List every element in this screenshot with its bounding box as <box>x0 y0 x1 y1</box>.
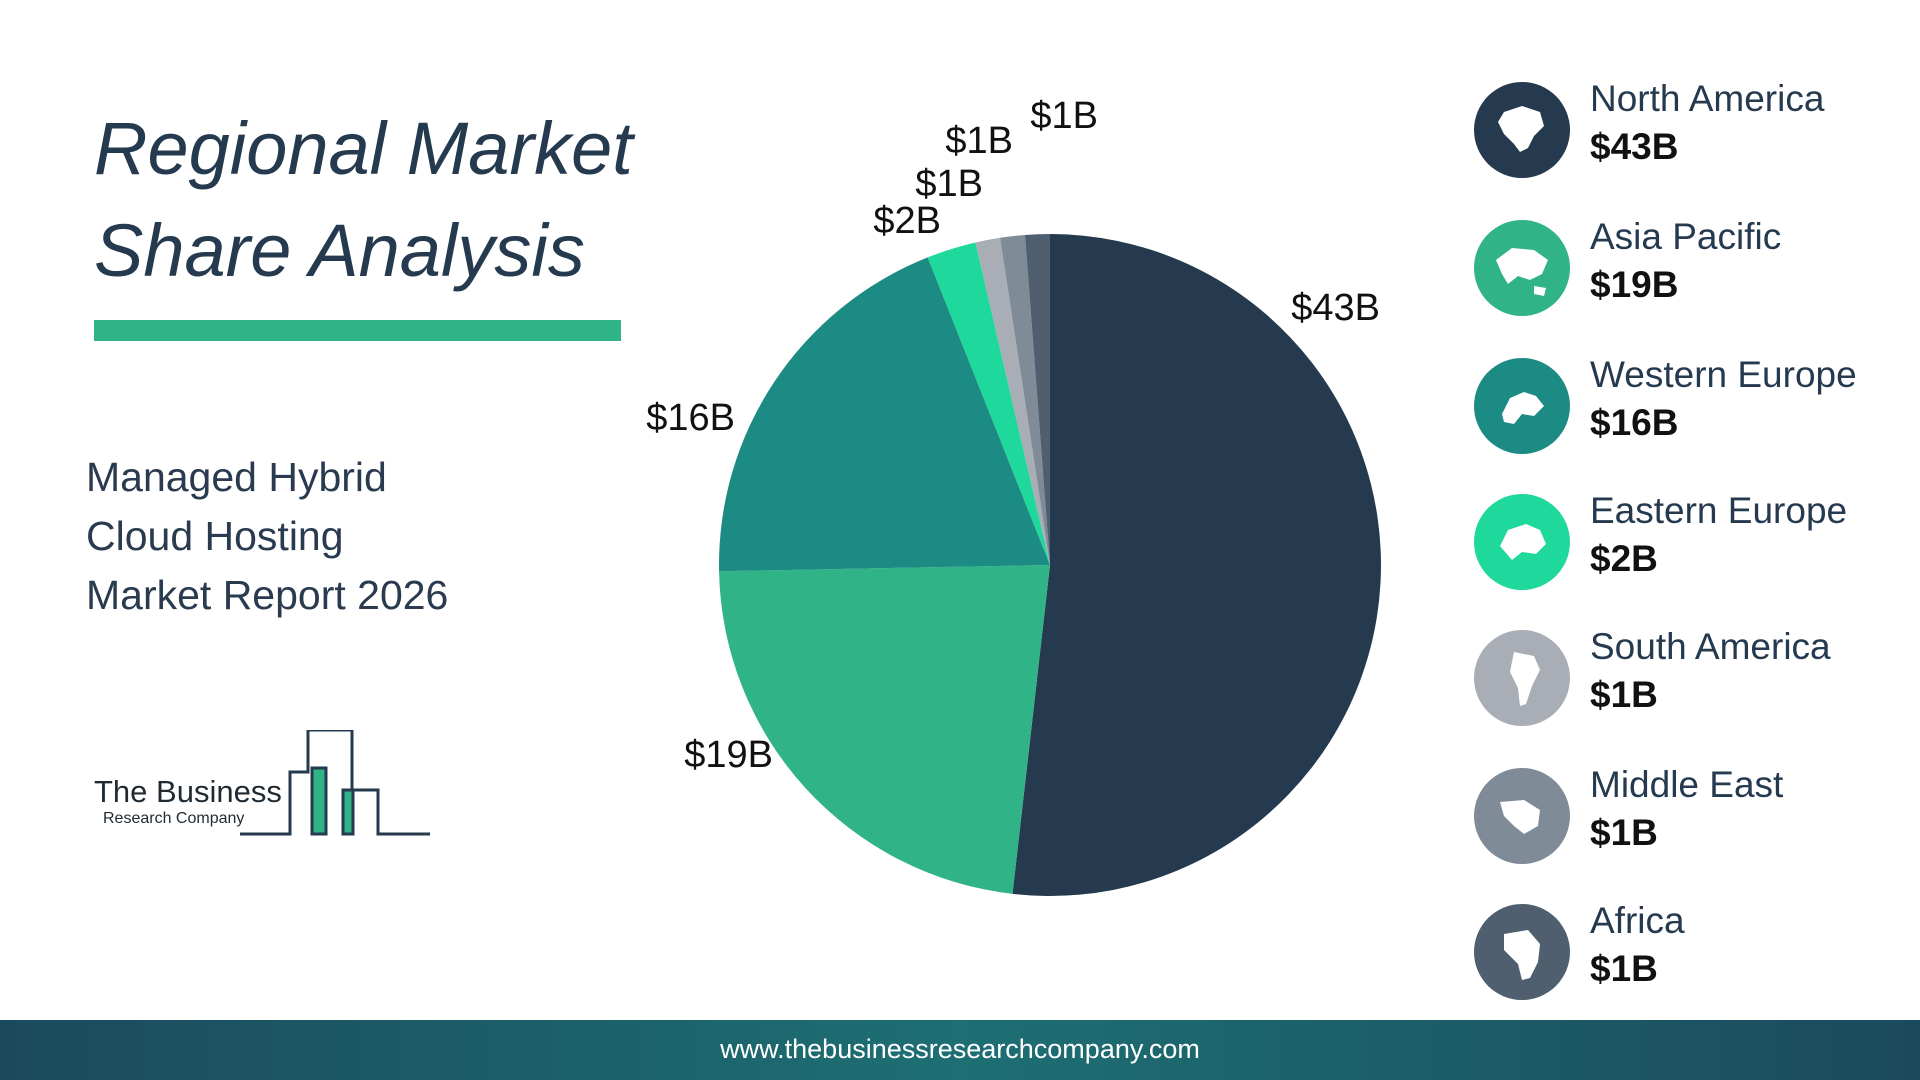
legend-item: South America $1B <box>1474 626 1914 726</box>
south-america-map-icon <box>1474 630 1570 726</box>
data-label-north-america: $43B <box>1291 287 1380 329</box>
footer-bar: www.thebusinessresearchcompany.com <box>0 1020 1920 1080</box>
logo-subname: Research Company <box>103 810 245 827</box>
legend-region-name: Asia Pacific <box>1590 216 1782 257</box>
data-label-eastern-europe: $2B <box>873 200 941 242</box>
pie-chart-svg: $43B$19B$16B$2B$1B$1B$1B <box>646 95 1381 897</box>
legend-region-value: $19B <box>1590 264 1679 305</box>
pie-slice-north-america <box>1012 234 1381 897</box>
data-label-south-america: $1B <box>915 163 983 205</box>
legend-region-value: $43B <box>1590 126 1679 167</box>
western-europe-map-icon <box>1474 358 1570 454</box>
middle-east-map-icon <box>1474 768 1570 864</box>
company-logo: The Business Research Company <box>90 730 450 840</box>
footer-url[interactable]: www.thebusinessresearchcompany.com <box>720 1034 1200 1064</box>
legend-region-name: Eastern Europe <box>1590 490 1848 531</box>
logo-buildings-icon <box>240 730 430 836</box>
subtitle-line-1: Managed Hybrid <box>86 454 387 500</box>
eastern-europe-map-icon <box>1474 494 1570 590</box>
pie-chart: $43B $19B $16B $2B $1B $1B $1B <box>640 80 1460 920</box>
legend-region-name: Middle East <box>1590 764 1784 805</box>
legend-region-value: $1B <box>1590 948 1658 989</box>
title-line-2: Share Analysis <box>94 209 585 292</box>
pie-slice-south-america <box>975 237 1050 566</box>
title-accent-bar <box>94 320 621 341</box>
logo-name: The Business <box>94 774 282 809</box>
data-label-western-europe: $16B <box>646 397 735 439</box>
data-label-africa: $1B <box>1030 95 1098 137</box>
legend-region-name: Africa <box>1590 900 1685 941</box>
africa-map-icon <box>1474 904 1570 1000</box>
legend-item: Africa $1B <box>1474 900 1914 1000</box>
north-america-map-icon <box>1474 82 1570 178</box>
legend-region-value: $2B <box>1590 538 1658 579</box>
page-title: Regional Market Share Analysis <box>94 98 654 302</box>
pie-slice-middle-east <box>1000 234 1050 565</box>
pie-slice-western-europe <box>719 257 1050 572</box>
legend-item: Western Europe $16B <box>1474 354 1914 454</box>
legend-region-name: Western Europe <box>1590 354 1857 395</box>
legend-region-value: $1B <box>1590 812 1658 853</box>
pie-slice-africa <box>1024 234 1050 565</box>
data-label-middle-east: $1B <box>945 120 1013 162</box>
legend-item: North America $43B <box>1474 78 1914 178</box>
legend-item: Middle East $1B <box>1474 764 1914 864</box>
subtitle-line-2: Cloud Hosting <box>86 513 344 559</box>
pie-slice-asia-pacific <box>719 565 1050 894</box>
subtitle-line-3: Market Report 2026 <box>86 572 449 618</box>
title-line-1: Regional Market <box>94 107 633 190</box>
legend-region-name: South America <box>1590 626 1831 667</box>
legend-item: Asia Pacific $19B <box>1474 216 1914 316</box>
legend-region-value: $16B <box>1590 402 1679 443</box>
data-label-asia-pacific: $19B <box>684 734 773 776</box>
legend-region-name: North America <box>1590 78 1825 119</box>
report-subtitle: Managed Hybrid Cloud Hosting Market Repo… <box>86 448 526 625</box>
legend-region-value: $1B <box>1590 674 1658 715</box>
asia-pacific-map-icon <box>1474 220 1570 316</box>
legend-item: Eastern Europe $2B <box>1474 490 1914 590</box>
pie-slice-eastern-europe <box>927 242 1050 565</box>
